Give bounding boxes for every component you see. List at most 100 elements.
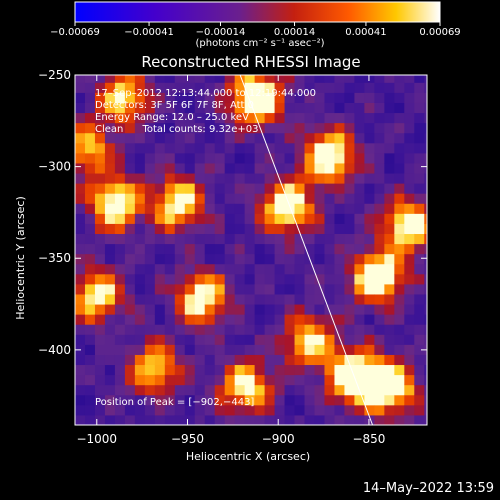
heatmap-cell	[384, 374, 395, 386]
heatmap-cell	[244, 183, 256, 194]
heatmap-cell	[144, 75, 156, 83]
heatmap-cell	[84, 213, 96, 224]
heatmap-cell	[154, 404, 166, 416]
heatmap-cell	[384, 394, 395, 406]
heatmap-cell	[234, 324, 246, 335]
heatmap-cell	[394, 374, 405, 386]
heatmap-cell	[194, 253, 206, 265]
heatmap-cell	[384, 75, 395, 83]
heatmap-cell	[374, 203, 385, 214]
heatmap-cell	[314, 414, 325, 425]
heatmap-cell	[344, 374, 355, 386]
heatmap-cell	[134, 273, 146, 285]
heatmap-cell	[234, 394, 246, 406]
heatmap-cell	[264, 314, 276, 325]
heatmap-cell	[394, 384, 405, 396]
heatmap-cell	[314, 243, 325, 255]
heatmap-cell	[374, 283, 385, 295]
heatmap-cell	[224, 183, 236, 194]
heatmap-cell	[94, 304, 106, 315]
heatmap-cell	[294, 92, 306, 103]
heatmap-cell	[164, 112, 176, 124]
heatmap-cell	[204, 142, 216, 154]
heatmap-cell	[224, 374, 236, 386]
heatmap-cell	[114, 82, 126, 93]
heatmap-cell	[364, 122, 375, 134]
heatmap-cell	[274, 233, 286, 245]
heatmap-cell	[424, 304, 427, 315]
heatmap-cell	[364, 374, 375, 386]
heatmap-cell	[364, 304, 375, 315]
heatmap-cell	[274, 82, 286, 93]
heatmap-cell	[144, 293, 156, 305]
heatmap-cell	[244, 112, 256, 124]
heatmap-cell	[264, 183, 276, 194]
heatmap-cell	[84, 324, 96, 335]
heatmap-cell	[404, 324, 415, 335]
heatmap-cell	[114, 132, 126, 144]
heatmap-cell	[314, 112, 325, 124]
heatmap-cell	[84, 304, 96, 315]
heatmap-cell	[304, 314, 316, 325]
heatmap-cell	[264, 92, 276, 103]
heatmap-cell	[284, 233, 296, 245]
heatmap-cell	[314, 344, 325, 355]
heatmap-cell	[154, 102, 166, 114]
heatmap-cell	[354, 293, 365, 305]
heatmap-cell	[114, 374, 126, 386]
heatmap-cell	[174, 75, 186, 83]
heatmap-cell	[414, 404, 425, 416]
heatmap-cell	[154, 344, 166, 355]
heatmap-cell	[424, 132, 427, 144]
heatmap-cell	[304, 122, 316, 134]
heatmap-cell	[264, 152, 276, 164]
heatmap-cell	[314, 404, 325, 416]
heatmap-cell	[374, 344, 385, 355]
heatmap-cell	[394, 324, 405, 335]
heatmap-cell	[94, 364, 106, 376]
heatmap-cell	[224, 162, 236, 174]
heatmap-cell	[404, 304, 415, 315]
heatmap-cell	[274, 394, 286, 406]
heatmap-cell	[304, 293, 316, 305]
heatmap-cell	[174, 152, 186, 164]
heatmap-cell	[184, 304, 196, 315]
heatmap-cell	[284, 173, 296, 184]
heatmap-cell	[134, 293, 146, 305]
heatmap-cell	[314, 193, 325, 204]
heatmap-cell	[234, 374, 246, 386]
heatmap-cell	[224, 193, 236, 204]
heatmap-cell	[194, 304, 206, 315]
heatmap-cell	[234, 414, 246, 425]
heatmap-cell	[134, 82, 146, 93]
heatmap-cell	[394, 304, 405, 315]
heatmap-cell	[94, 253, 106, 265]
heatmap-cell	[314, 152, 325, 164]
heatmap-cell	[234, 82, 246, 93]
heatmap-cell	[184, 162, 196, 174]
heatmap-cell	[254, 414, 266, 425]
heatmap-cell	[124, 364, 136, 376]
heatmap-cell	[334, 394, 345, 406]
heatmap-cell	[304, 273, 316, 285]
heatmap-cell	[174, 162, 186, 174]
heatmap-cell	[224, 142, 236, 154]
heatmap-cell	[334, 253, 345, 265]
heatmap-cell	[224, 92, 236, 103]
annotation-clean-counts: Clean Total counts: 9.32e+03	[95, 124, 259, 135]
heatmap-cell	[274, 314, 286, 325]
heatmap-cell	[75, 304, 86, 315]
heatmap-cell	[144, 283, 156, 295]
heatmap-cell	[254, 384, 266, 396]
heatmap-cell	[214, 334, 226, 345]
heatmap-cell	[394, 273, 405, 285]
heatmap-cell	[144, 183, 156, 194]
heatmap-cell	[84, 142, 96, 154]
colorbar-tick-label: −0.00069	[50, 27, 100, 38]
heatmap-cell	[234, 223, 246, 235]
heatmap-cell	[294, 283, 306, 295]
heatmap-cell	[234, 213, 246, 224]
heatmap-cell	[144, 263, 156, 275]
heatmap-cell	[124, 344, 136, 355]
heatmap-cell	[334, 314, 345, 325]
